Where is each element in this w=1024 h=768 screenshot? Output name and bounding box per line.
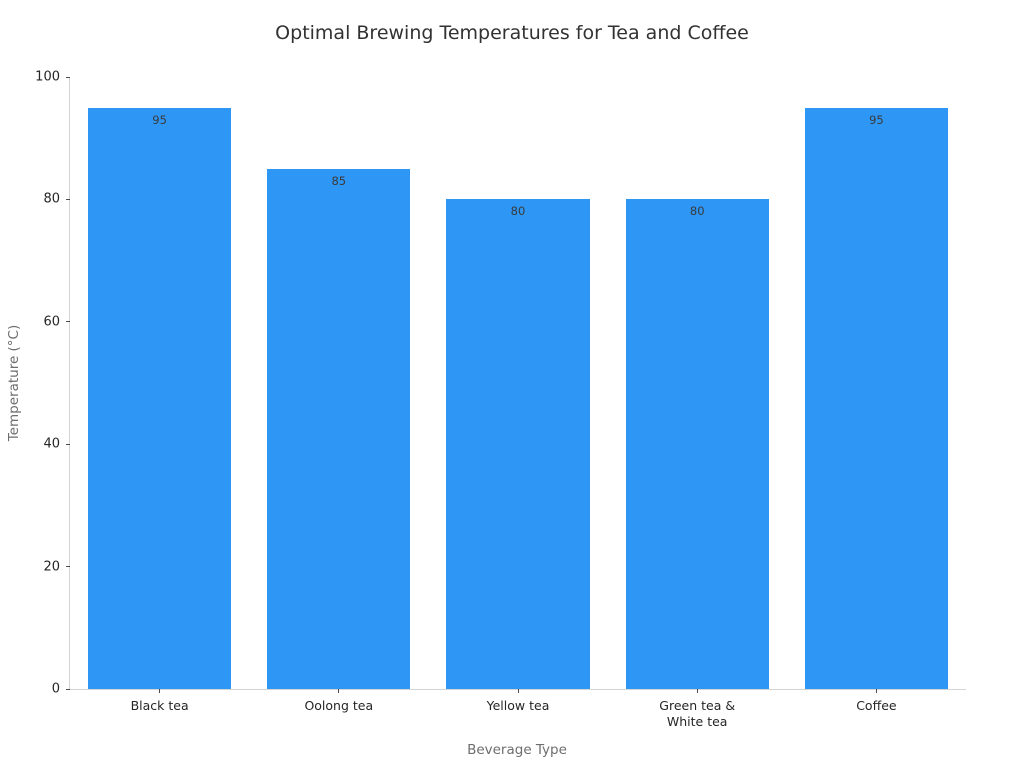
y-axis-tick-mark bbox=[66, 321, 70, 323]
x-axis-tick-label: Green tea & White tea bbox=[659, 698, 736, 730]
x-axis-tick-label: Coffee bbox=[856, 698, 897, 713]
bar bbox=[267, 168, 411, 689]
y-axis-tick-mark bbox=[66, 566, 70, 568]
bar bbox=[87, 107, 232, 689]
bar-value-label: 95 bbox=[152, 112, 167, 127]
y-axis-tick-mark bbox=[66, 688, 70, 690]
y-axis-tick-label: 40 bbox=[43, 436, 60, 452]
x-axis-title: Beverage Type bbox=[467, 742, 567, 758]
bar bbox=[804, 107, 949, 689]
y-axis-tick-label: 100 bbox=[35, 69, 60, 85]
bar-value-label: 80 bbox=[689, 204, 705, 219]
y-axis-tick-mark bbox=[66, 198, 70, 200]
x-axis-tick-label: Oolong tea bbox=[304, 698, 374, 713]
bar-value-label: 85 bbox=[331, 173, 347, 188]
y-axis-tick-label: 20 bbox=[43, 559, 60, 575]
bar-value-label: 80 bbox=[510, 204, 526, 219]
bar bbox=[625, 199, 769, 689]
x-axis-tick-mark bbox=[338, 689, 340, 693]
bar-value-label: 95 bbox=[869, 112, 884, 127]
chart-title: Optimal Brewing Temperatures for Tea and… bbox=[275, 22, 749, 44]
y-axis-tick-label: 80 bbox=[43, 191, 60, 207]
plot-area: 0 20 40 60 80 100 95 Black tea 85 Oolong tea 80 Yel… bbox=[35, 70, 966, 729]
bar bbox=[446, 199, 590, 689]
y-axis-tick-label: 0 bbox=[51, 681, 60, 697]
x-axis-tick-mark bbox=[875, 689, 877, 693]
x-axis-tick-label: Black tea bbox=[130, 698, 189, 713]
x-axis-tick-mark bbox=[159, 689, 161, 693]
y-axis-tick-label: 60 bbox=[43, 314, 60, 330]
x-axis-tick-label: Yellow tea bbox=[486, 698, 550, 713]
x-axis-tick-mark bbox=[696, 689, 698, 693]
x-axis-tick-mark bbox=[517, 689, 519, 693]
y-axis-tick-mark bbox=[66, 443, 70, 445]
y-axis-tick-mark bbox=[66, 76, 70, 78]
y-axis-title: Temperature (°C) bbox=[6, 324, 22, 442]
